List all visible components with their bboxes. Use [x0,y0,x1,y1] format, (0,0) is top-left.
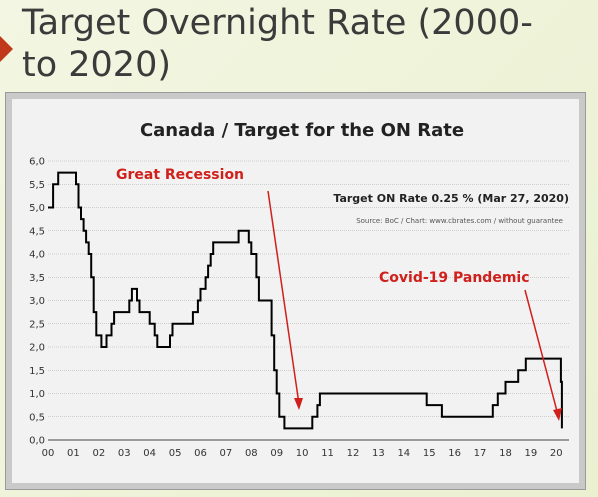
x-tick-label: 00 [42,448,55,459]
x-tick-label: 08 [245,448,258,459]
x-tick-label: 18 [499,448,512,459]
x-tick-label: 10 [296,448,309,459]
x-tick-label: 17 [474,448,487,459]
y-tick-label: 1,5 [29,366,45,377]
x-tick-label: 13 [372,448,385,459]
y-axis-ticks: 0,0 0,5 1,0 1,5 2,0 2,5 3,0 3,5 4,0 4,5 5,0 5,5 6,0 [29,157,45,447]
chart-annotations: Target ON Rate 0.25 % (Mar 27, 2020) Sou… [116,167,569,421]
x-tick-label: 02 [92,448,105,459]
chart-frame: Canada / Target for the ON Rate 0,0 0,5 1,… [5,92,586,490]
x-axis-ticks: 00 01 02 03 04 05 06 07 08 09 10 11 12 13 14 15 16 17 18 19… [42,448,563,459]
covid-label: Covid-19 Pandemic [379,270,530,286]
x-tick-label: 11 [321,448,334,459]
y-tick-label: 0,5 [29,412,45,423]
y-tick-label: 6,0 [29,157,45,168]
y-tick-label: 3,0 [29,296,45,307]
source-label: Source: BoC / Chart: www.cbrates.com / w… [356,217,563,225]
bullet-arrow-icon [0,36,13,62]
y-tick-label: 5,0 [29,203,45,214]
great-recession-arrow [267,190,300,405]
x-tick-label: 06 [194,448,207,459]
current-rate-label: Target ON Rate 0.25 % (Mar 27, 2020) [333,192,569,205]
covid-arrowhead-icon [553,408,562,421]
x-tick-label: 19 [525,448,538,459]
y-tick-label: 5,5 [29,180,45,191]
y-tick-label: 2,0 [29,343,45,354]
covid-arrow [524,289,559,416]
y-tick-label: 4,0 [29,250,45,261]
chart-panel: Canada / Target for the ON Rate 0,0 0,5 1,… [12,99,579,483]
y-tick-label: 0,0 [29,436,45,447]
chart-title: Canada / Target for the ON Rate [140,120,464,141]
x-tick-label: 03 [118,448,131,459]
y-tick-label: 4,5 [29,226,45,237]
y-tick-label: 3,5 [29,273,45,284]
x-tick-label: 15 [423,448,436,459]
y-tick-label: 2,5 [29,319,45,330]
x-tick-label: 07 [220,448,233,459]
series-line [48,171,563,430]
x-tick-label: 20 [550,448,563,459]
line-chart: Canada / Target for the ON Rate 0,0 0,5 1,… [29,120,569,459]
x-tick-label: 09 [270,448,283,459]
slide-title-line1: Target Overnight Rate (2000- [22,3,533,43]
x-tick-label: 04 [143,448,156,459]
slide-title: Target Overnight Rate (2000- to 2020) [22,2,582,86]
x-tick-label: 14 [397,448,410,459]
x-tick-label: 05 [169,448,182,459]
great-recession-arrowhead-icon [294,398,303,410]
slide-title-line2: to 2020) [22,45,171,85]
x-tick-label: 01 [67,448,80,459]
great-recession-label: Great Recession [116,167,244,183]
x-tick-label: 12 [347,448,360,459]
x-tick-label: 16 [448,448,461,459]
y-tick-label: 1,0 [29,389,45,400]
chart-grid [48,160,569,441]
